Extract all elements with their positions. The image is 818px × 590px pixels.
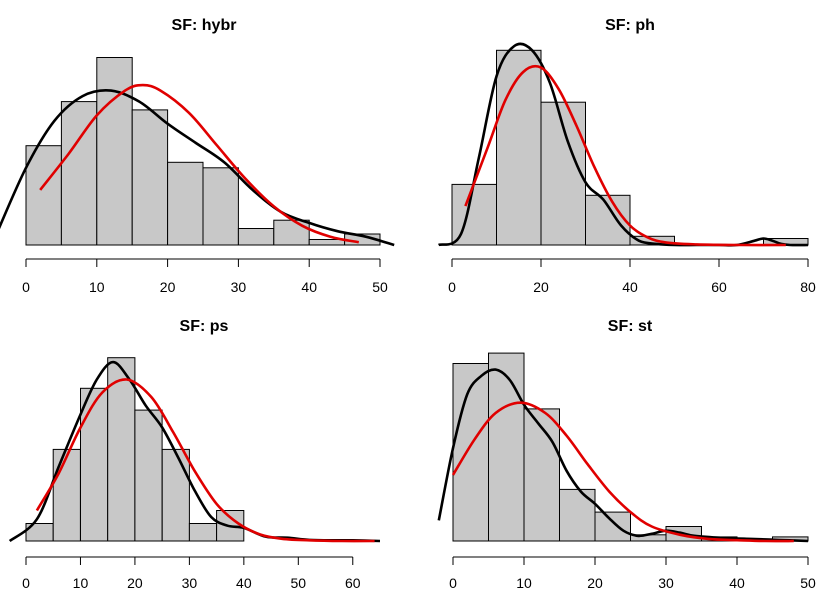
histogram-bar (237, 228, 275, 246)
x-tick-label: 60 (711, 279, 727, 295)
x-tick-label: 50 (800, 575, 816, 590)
panel-title: SF: ph (605, 17, 655, 34)
panel-ps: SF: ps 0 10 20 30 40 50 60 (8, 318, 381, 590)
histogram-bar (273, 219, 310, 246)
x-tick-label: 10 (73, 575, 89, 590)
histogram-bar (523, 408, 560, 542)
x-tick-label: 20 (160, 279, 176, 295)
x-tick-label: 30 (182, 575, 198, 590)
histogram-bar (60, 101, 98, 246)
histogram-bar (629, 235, 675, 246)
normal-curve (35, 378, 375, 543)
histogram-bar (167, 161, 204, 246)
panel-hybr: SF: hybr 0 10 20 30 40 50 (0, 17, 395, 295)
panel-st: SF: st 0 10 20 30 40 50 (437, 318, 816, 590)
histogram-bar (496, 49, 542, 246)
x-tick-label: 40 (729, 575, 745, 590)
panel-title: SF: hybr (172, 17, 237, 34)
histogram-bar (452, 363, 489, 542)
density-curve (438, 42, 809, 247)
x-tick-label: 10 (516, 575, 532, 590)
histogram-bar (107, 357, 136, 542)
x-tick-label: 30 (658, 575, 674, 590)
histogram-bar (96, 57, 133, 246)
histogram-bar (188, 523, 218, 542)
x-tick-label: 50 (372, 279, 388, 295)
x-tick-label: 0 (22, 575, 30, 590)
normal-curve (39, 83, 360, 244)
histogram-bar (488, 352, 525, 542)
histogram-bar (585, 194, 631, 246)
histogram-bar (80, 387, 109, 542)
x-tick-label: 50 (291, 575, 307, 590)
histogram-bar (134, 409, 163, 542)
density-curve (437, 368, 809, 543)
x-tick-label: 20 (587, 575, 603, 590)
x-tick-label: 80 (800, 279, 816, 295)
x-tick-label: 40 (301, 279, 317, 295)
histogram-bar (161, 448, 190, 542)
x-tick-label: 40 (236, 575, 252, 590)
x-tick-label: 40 (622, 279, 638, 295)
histogram-bar (594, 511, 631, 542)
histogram-bar (202, 167, 239, 246)
panel-ph: SF: ph 0 20 40 60 80 (438, 17, 816, 295)
x-tick-label: 20 (533, 279, 549, 295)
density-curve (0, 89, 395, 247)
x-tick-label: 0 (449, 575, 457, 590)
x-tick-label: 20 (127, 575, 143, 590)
panel-title: SF: st (608, 318, 653, 335)
normal-curve (464, 64, 786, 247)
histogram-bar (559, 488, 596, 542)
histogram-bar (25, 145, 62, 246)
x-tick-label: 30 (231, 279, 247, 295)
histogram-bar (131, 109, 169, 246)
histogram-bar (308, 239, 346, 246)
x-tick-label: 10 (89, 279, 105, 295)
x-tick-label: 0 (448, 279, 456, 295)
panel-title: SF: ps (180, 318, 229, 335)
histogram-bar (52, 448, 81, 542)
x-tick-label: 0 (22, 279, 30, 295)
normal-curve (451, 401, 794, 543)
x-tick-label: 60 (345, 575, 361, 590)
